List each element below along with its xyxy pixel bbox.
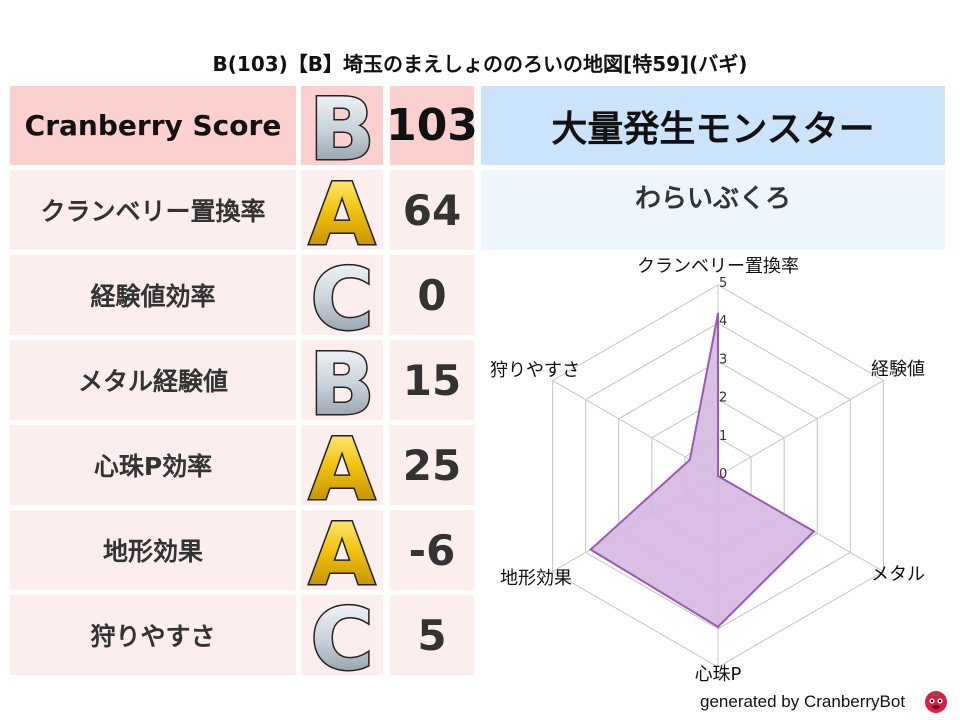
metric-value: -6 xyxy=(390,510,474,590)
grade-letter: B xyxy=(309,86,375,165)
grade-letter: B xyxy=(309,340,375,420)
metric-value: 64 xyxy=(390,170,474,250)
tick-label: 4 xyxy=(719,314,727,329)
metric-value: 25 xyxy=(390,425,474,505)
metric-label: クランベリー置換率 xyxy=(10,170,296,250)
grade-badge: C xyxy=(301,255,383,335)
tick-label: 0 xyxy=(719,467,727,482)
metric-label: 心珠P効率 xyxy=(10,425,296,505)
grade-badge: B xyxy=(301,86,383,165)
axis-label: 地形効果 xyxy=(500,568,572,589)
grade-badge: B xyxy=(301,340,383,420)
metric-label: 狩りやすさ xyxy=(10,595,296,675)
axis-label: メタル xyxy=(871,564,925,585)
data-point xyxy=(812,530,815,533)
metric-label: 経験値効率 xyxy=(10,255,296,335)
axis-label: クランベリー置換率 xyxy=(637,256,799,277)
data-polygon xyxy=(588,313,816,629)
axis-label: 心珠P xyxy=(695,664,742,685)
grade-badge: C xyxy=(301,595,383,675)
axis-label: 狩りやすさ xyxy=(490,360,580,381)
grade-letter: C xyxy=(310,595,373,675)
grade-letter: A xyxy=(309,425,376,505)
metric-value: 5 xyxy=(390,595,474,675)
grid-spoke xyxy=(717,380,884,477)
footer-text: generated by CranberryBot xyxy=(700,692,906,711)
grade-badge: A xyxy=(301,170,383,250)
data-point xyxy=(589,548,592,551)
page-title: B(103)【B】埼玉のまえしょののろいの地図[特59](バギ) xyxy=(212,52,748,76)
data-point xyxy=(717,312,719,315)
grade-badge: A xyxy=(301,425,383,505)
data-point xyxy=(717,475,719,477)
axis-label: 経験値 xyxy=(871,359,925,380)
grade-letter: A xyxy=(309,170,376,250)
grade-letter: C xyxy=(310,255,373,335)
cranberry-bot-icon xyxy=(925,691,947,713)
monster-name: わらいぶくろ xyxy=(481,170,945,250)
tick-label: 5 xyxy=(719,276,727,291)
tick-label: 2 xyxy=(719,391,727,406)
data-point xyxy=(688,458,691,461)
tick-label: 1 xyxy=(719,429,727,444)
grade-badge: A xyxy=(301,510,383,590)
monster-header: 大量発生モンスター xyxy=(481,86,945,165)
data-point xyxy=(717,625,719,628)
tick-label: 3 xyxy=(719,352,727,367)
metric-label: メタル経験値 xyxy=(10,340,296,420)
metric-label: 地形効果 xyxy=(10,510,296,590)
score-header-label: Cranberry Score xyxy=(10,86,296,165)
metric-value: 15 xyxy=(390,340,474,420)
total-score-value: 103 xyxy=(386,86,478,165)
metric-value: 0 xyxy=(390,255,474,335)
grade-letter: A xyxy=(309,510,376,590)
